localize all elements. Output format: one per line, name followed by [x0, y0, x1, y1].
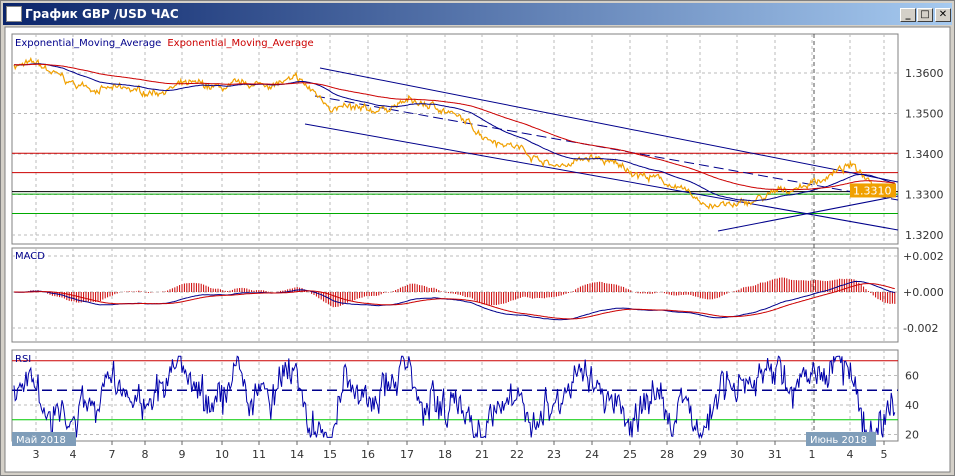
ema-slow-line: [14, 63, 895, 191]
macd-label: MACD: [15, 251, 45, 262]
maximize-button[interactable]: □: [917, 8, 933, 22]
trendline: [314, 95, 899, 201]
minimize-button[interactable]: _: [900, 8, 916, 22]
x-tick-label: 21: [475, 448, 489, 461]
trendline: [319, 67, 899, 183]
x-tick-label: 5: [881, 448, 888, 461]
x-tick-label: 4: [847, 448, 854, 461]
x-tick-label: 23: [547, 448, 561, 461]
y-tick-label: +0.000: [903, 286, 944, 299]
y-tick-label: 40: [905, 399, 919, 412]
x-tick-label: 11: [252, 448, 266, 461]
month-label-june: Июнь 2018: [810, 435, 867, 446]
x-tick-label: 9: [179, 448, 186, 461]
price-line: [13, 56, 895, 210]
last-price-badge: [850, 183, 896, 198]
x-tick-label: 25: [623, 448, 637, 461]
rsi-line: [13, 355, 896, 440]
month-label-may: Май 2018: [16, 435, 66, 446]
trendline: [717, 195, 899, 232]
y-tick-label: 20: [905, 429, 919, 442]
y-tick-label: -0.002: [903, 322, 938, 335]
x-tick-label: 4: [70, 448, 77, 461]
y-tick-label: 1.3400: [905, 148, 944, 161]
panel-frame: [11, 33, 899, 245]
x-tick-label: 30: [730, 448, 744, 461]
panel-frame: [11, 247, 899, 343]
x-tick-label: 7: [109, 448, 116, 461]
x-tick-label: 1: [809, 448, 816, 461]
x-tick-label: 15: [323, 448, 337, 461]
y-tick-label: 1.3300: [905, 189, 944, 202]
y-tick-label: 1.3500: [905, 108, 944, 121]
x-tick-label: 28: [660, 448, 674, 461]
close-button[interactable]: ✕: [935, 8, 951, 22]
x-tick-label: 29: [693, 448, 707, 461]
last-price-label: 1.3310: [853, 184, 892, 197]
x-tick-label: 14: [290, 448, 304, 461]
legend-item-1: Exponential_Moving_Average: [167, 38, 313, 49]
x-tick-label: 3: [33, 448, 40, 461]
month-badge-june: [806, 432, 876, 446]
y-tick-label: 60: [905, 370, 919, 383]
x-tick-label: 17: [400, 448, 414, 461]
window-title: График GBP /USD ЧАС: [25, 7, 179, 21]
x-tick-label: 22: [510, 448, 524, 461]
trendline: [304, 123, 899, 231]
month-badge-may: [12, 432, 76, 446]
ema-fast-line: [13, 63, 895, 202]
x-tick-label: 31: [768, 448, 782, 461]
x-tick-label: 16: [361, 448, 375, 461]
y-tick-label: 1.3600: [905, 67, 944, 80]
x-tick-label: 24: [585, 448, 599, 461]
y-tick-label: 1.3200: [905, 229, 944, 242]
signal-line: [14, 283, 895, 320]
y-tick-label: +0.002: [903, 250, 944, 263]
x-tick-label: 10: [215, 448, 229, 461]
x-tick-label: 18: [438, 448, 452, 461]
legend-item-0: Exponential_Moving_Average: [15, 38, 161, 49]
title-bar[interactable]: График GBP /USD ЧАС _ □ ✕: [3, 3, 952, 25]
x-tick-label: 8: [142, 448, 149, 461]
chart-icon: [6, 6, 22, 22]
rsi-label: RSI: [15, 354, 31, 365]
